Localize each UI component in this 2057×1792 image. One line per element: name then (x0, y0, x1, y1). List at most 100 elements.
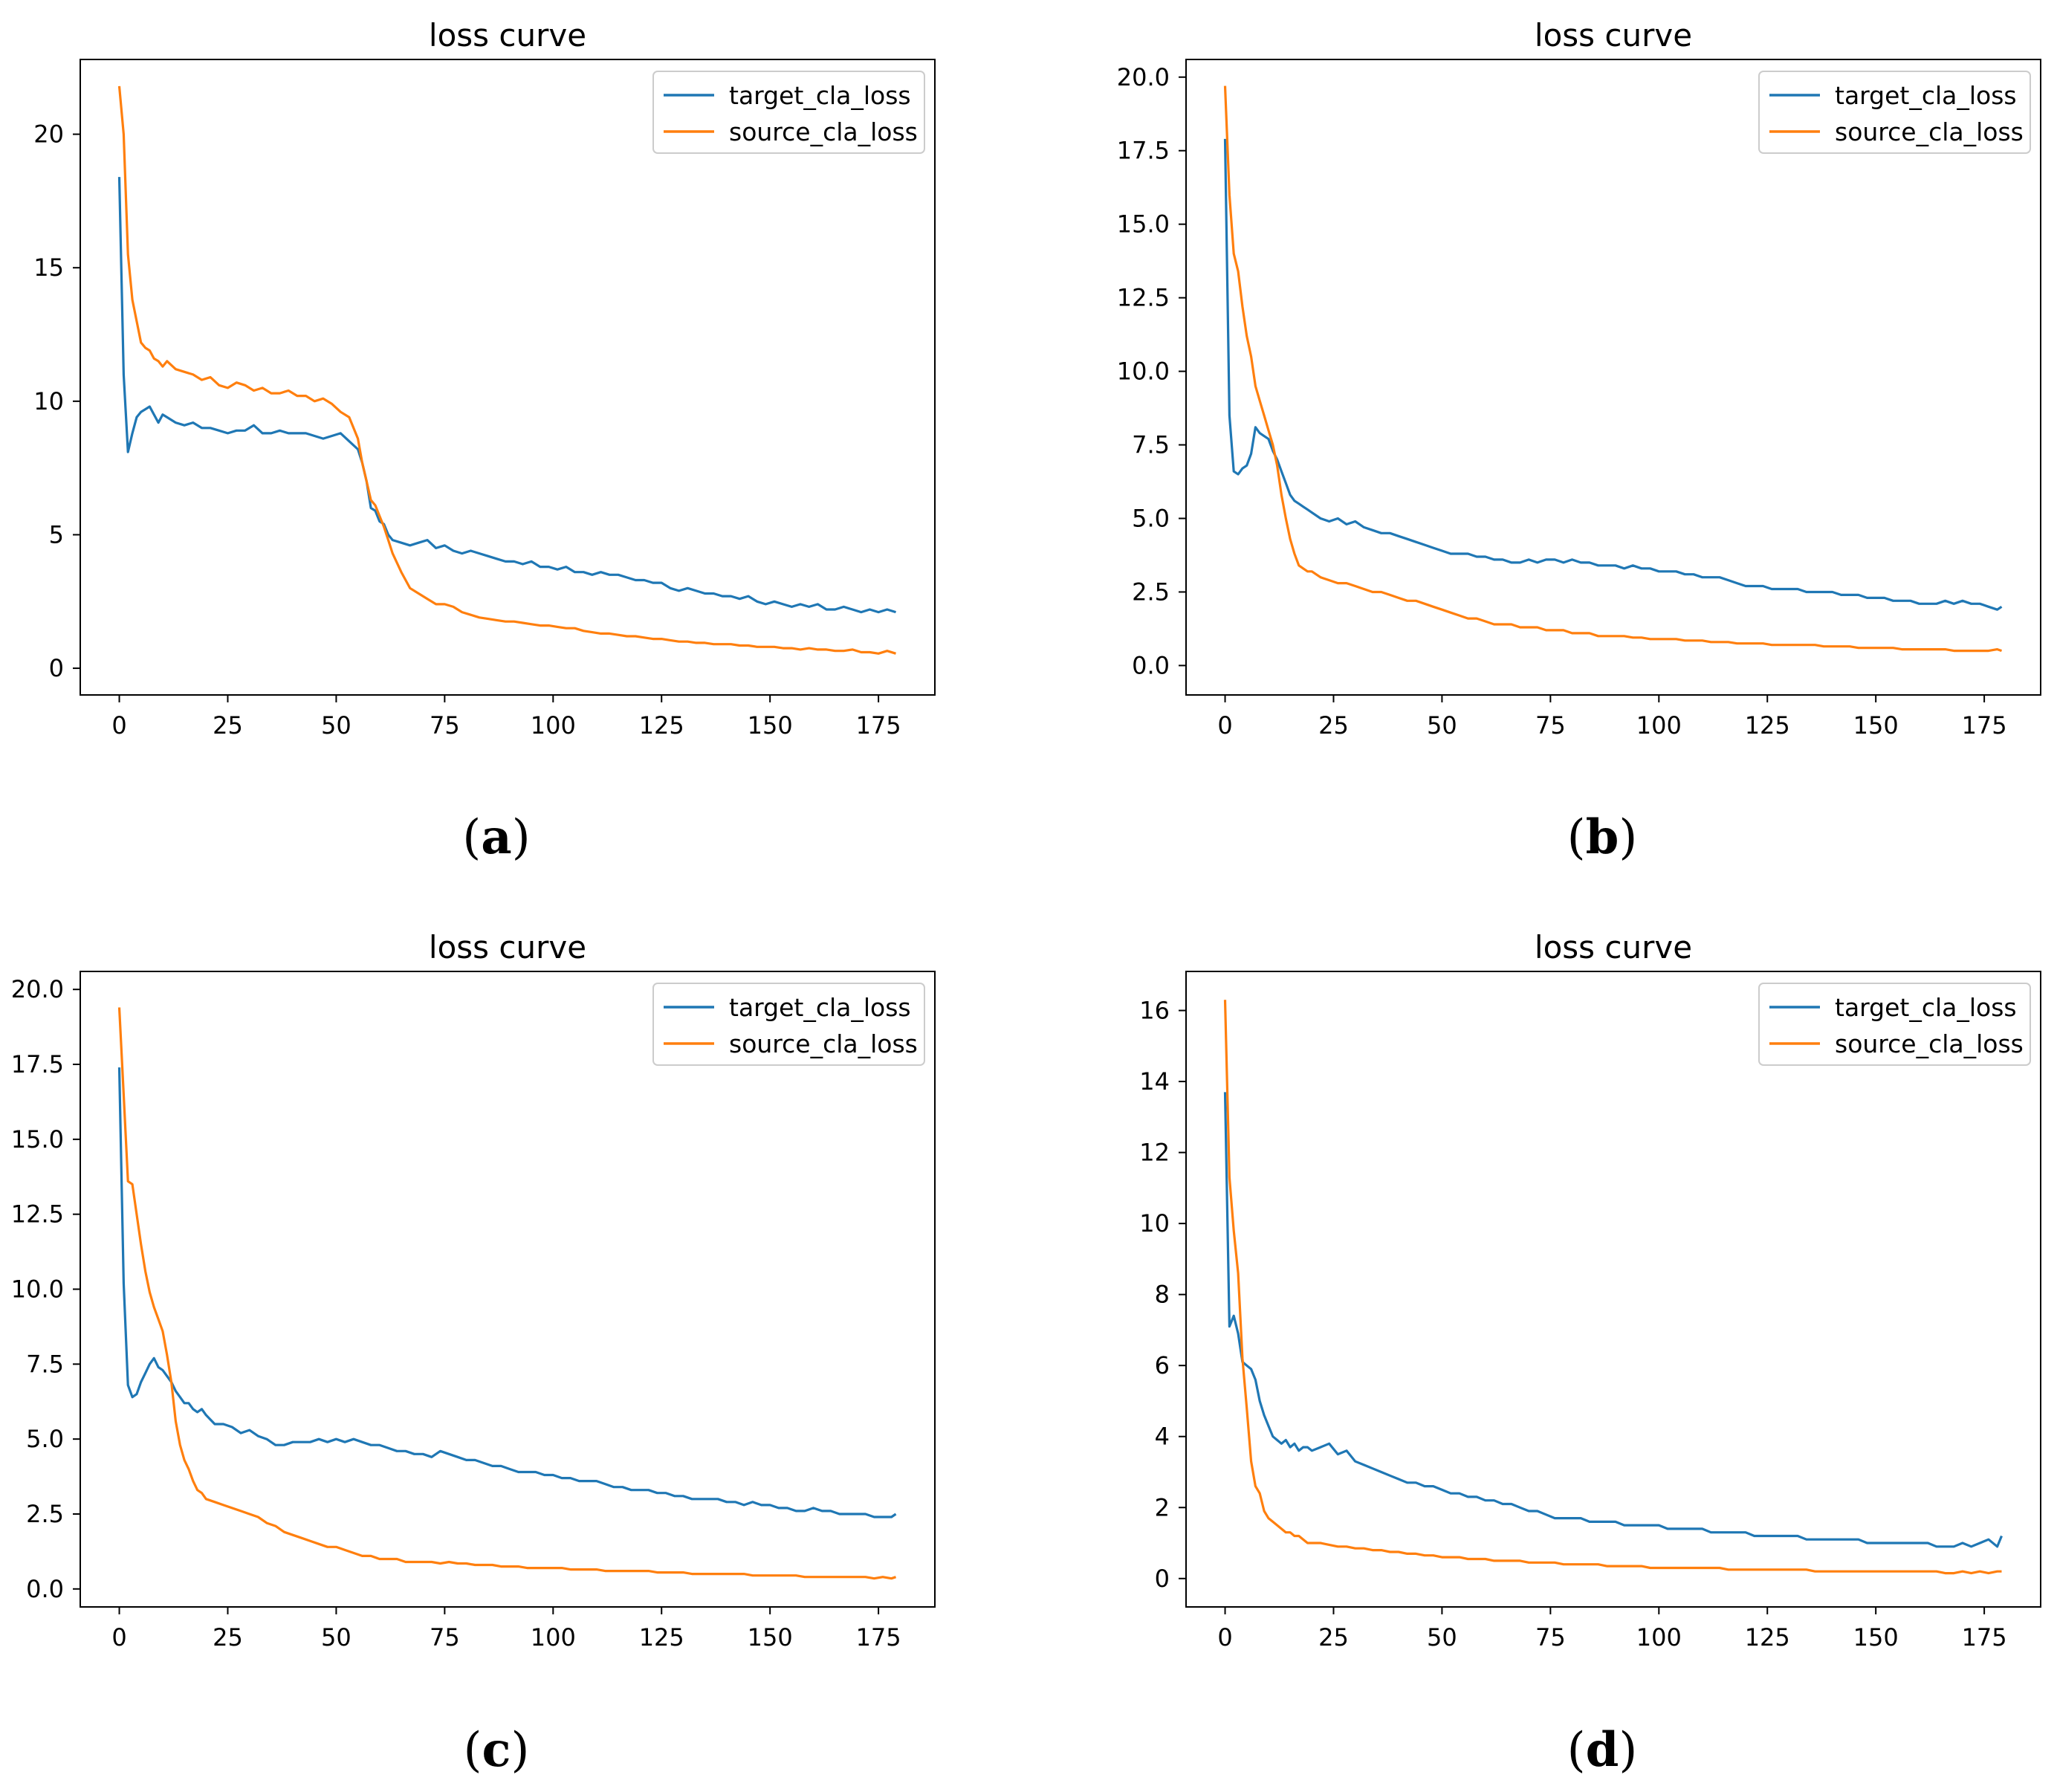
x-tick-label: 125 (639, 711, 684, 740)
y-tick-label: 0.0 (26, 1575, 64, 1603)
y-tick-label: 10.0 (11, 1275, 64, 1304)
x-tick-label: 25 (1318, 1623, 1349, 1652)
series-line-source-cla-loss (1223, 1000, 2002, 1575)
y-tick-label: 15.0 (1117, 210, 1170, 239)
y-tick-label: 12 (1139, 1139, 1170, 1167)
legend-label: target_cla_loss (729, 993, 911, 1022)
x-tick-label: 125 (1745, 1623, 1790, 1652)
y-tick-label: 12.5 (1117, 284, 1170, 312)
x-tick-label: 75 (1535, 711, 1566, 740)
y-tick-label: 10 (1139, 1209, 1170, 1238)
caption-paren-close: ) (512, 810, 531, 865)
x-tick-label: 75 (1535, 1623, 1566, 1652)
legend-label: target_cla_loss (729, 81, 911, 110)
legend-label: source_cla_loss (729, 117, 918, 146)
chart-title: loss curve (1535, 17, 1692, 54)
x-tick-label: 0 (1217, 711, 1232, 740)
y-tick-label: 5.0 (1132, 505, 1170, 533)
x-tick-label: 0 (111, 1623, 126, 1652)
x-tick-label: 25 (213, 711, 243, 740)
chart-title: loss curve (429, 929, 586, 965)
caption-paren-open: ( (1567, 810, 1586, 865)
y-tick-label: 10.0 (1117, 358, 1170, 386)
y-tick-label: 12.5 (11, 1200, 64, 1229)
caption-paren-open: ( (464, 1723, 482, 1778)
x-tick-label: 100 (531, 1623, 576, 1652)
x-tick-label: 100 (1636, 1623, 1682, 1652)
panel-caption: (a) (462, 809, 530, 865)
plot-frame (80, 59, 936, 696)
legend-label: target_cla_loss (1835, 81, 2017, 110)
caption-paren-close: ) (1619, 1723, 1637, 1778)
x-tick-label: 50 (1427, 711, 1457, 740)
series-line-target-cla-loss (1223, 138, 2003, 611)
series-line-source-cla-loss (117, 1007, 897, 1580)
y-tick-label: 17.5 (1117, 137, 1170, 165)
x-tick-label: 125 (639, 1623, 684, 1652)
panel-caption: (b) (1567, 809, 1638, 865)
y-tick-label: 4 (1155, 1423, 1170, 1451)
legend-label: source_cla_loss (1835, 117, 2024, 146)
x-tick-label: 25 (1318, 711, 1349, 740)
legend-box (652, 983, 925, 1066)
x-tick-label: 25 (213, 1623, 243, 1652)
legend-label: source_cla_loss (1835, 1029, 2024, 1058)
y-tick-label: 2.5 (26, 1500, 64, 1528)
y-tick-label: 20.0 (1117, 63, 1170, 91)
y-tick-label: 10 (33, 387, 64, 415)
legend-box (1758, 983, 2031, 1066)
x-tick-label: 150 (748, 711, 793, 740)
y-tick-label: 6 (1155, 1351, 1170, 1379)
legend-label: target_cla_loss (1835, 993, 2017, 1022)
x-tick-label: 75 (430, 711, 460, 740)
caption-letter: b (1586, 809, 1619, 865)
y-tick-label: 7.5 (26, 1350, 64, 1378)
y-tick-label: 15.0 (11, 1125, 64, 1154)
series-line-source-cla-loss (117, 85, 896, 655)
y-tick-label: 14 (1139, 1067, 1170, 1096)
x-tick-label: 175 (1962, 1623, 2007, 1652)
caption-paren-open: ( (462, 810, 481, 865)
x-tick-label: 150 (748, 1623, 793, 1652)
x-tick-label: 0 (111, 711, 126, 740)
chart-title: loss curve (1535, 929, 1692, 965)
x-tick-label: 100 (1636, 711, 1682, 740)
chart-title: loss curve (429, 17, 586, 54)
x-tick-label: 175 (856, 711, 901, 740)
x-tick-label: 175 (856, 1623, 901, 1652)
x-tick-label: 175 (1962, 711, 2007, 740)
x-tick-label: 125 (1745, 711, 1790, 740)
plot-frame (1185, 59, 2041, 696)
legend-box (652, 71, 925, 154)
series-line-source-cla-loss (1223, 85, 2003, 653)
y-tick-label: 0 (49, 654, 64, 682)
x-tick-label: 150 (1853, 711, 1899, 740)
y-tick-label: 17.5 (11, 1050, 64, 1078)
y-tick-label: 15 (33, 253, 64, 282)
y-tick-label: 5 (49, 520, 64, 549)
x-tick-label: 50 (321, 711, 352, 740)
y-tick-label: 8 (1155, 1281, 1170, 1309)
caption-paren-close: ) (511, 1723, 529, 1778)
x-tick-label: 75 (430, 1623, 460, 1652)
y-tick-label: 0 (1155, 1565, 1170, 1593)
chart-panel-b: loss curve 0 25 50 75 100 125 150 175 0.0 2.5 5.0 7.… (1117, 17, 2041, 865)
x-tick-label: 50 (321, 1623, 352, 1652)
y-tick-label: 5.0 (26, 1425, 64, 1453)
caption-letter: c (482, 1722, 511, 1778)
caption-paren-open: ( (1567, 1723, 1586, 1778)
y-tick-label: 20 (33, 120, 64, 149)
legend-box (1758, 71, 2031, 154)
plot-frame (1185, 971, 2041, 1608)
y-tick-label: 2 (1155, 1493, 1170, 1521)
series-line-target-cla-loss (117, 177, 896, 614)
plot-frame (80, 971, 936, 1608)
series-line-target-cla-loss (117, 1067, 897, 1518)
y-tick-label: 7.5 (1132, 431, 1170, 459)
y-tick-label: 20.0 (11, 975, 64, 1003)
x-tick-label: 50 (1427, 1623, 1457, 1652)
x-tick-label: 150 (1853, 1623, 1899, 1652)
panel-caption: (d) (1567, 1722, 1638, 1778)
series-line-target-cla-loss (1223, 1092, 2003, 1548)
